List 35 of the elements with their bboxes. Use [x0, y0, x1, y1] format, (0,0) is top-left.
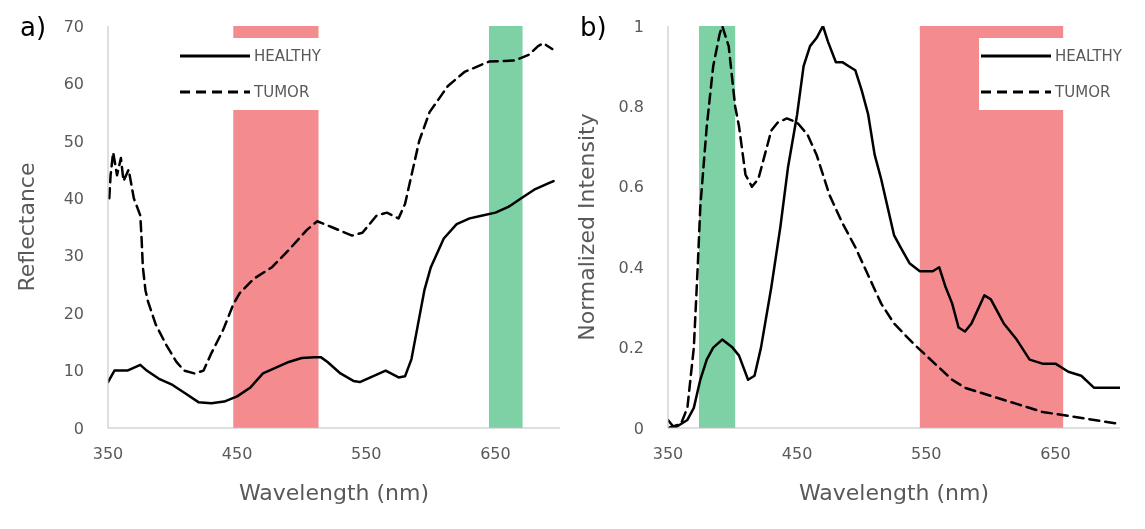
x-tick-label: 350 [92, 444, 124, 464]
y-tick-label: 0.6 [618, 177, 644, 197]
y-axis-title: Reflectance [13, 162, 39, 292]
line-series [668, 26, 1120, 428]
x-tick-label: 450 [781, 444, 813, 464]
x-axis-title: Wavelength (nm) [798, 480, 990, 505]
y-tick-label: 20 [63, 303, 84, 323]
y-tick-label: 0.2 [618, 338, 644, 358]
y-tick-label: 50 [63, 131, 84, 151]
x-tick-label: 650 [1040, 444, 1071, 464]
chart-title: a) [20, 12, 47, 42]
y-tick-label: 1 [633, 16, 644, 36]
y-tick-label: 10 [63, 361, 84, 381]
y-tick-label: 0 [73, 418, 84, 438]
x-tick-label: 550 [911, 444, 942, 464]
y-tick-label: 70 [63, 16, 84, 36]
legend-label: TUMOR [254, 83, 310, 101]
x-tick-label: 550 [351, 444, 382, 464]
y-tick-label: 0 [633, 418, 644, 438]
line-series [108, 179, 555, 405]
line-series [108, 41, 554, 375]
chart-title: b) [580, 12, 607, 42]
y-tick-label: 40 [63, 188, 84, 208]
legend-label: TUMOR [1055, 83, 1111, 101]
legend-label: HEALTHY [1055, 47, 1122, 65]
y-tick-label: 60 [63, 74, 84, 94]
y-tick-label: 0.4 [618, 257, 644, 277]
x-tick-label: 650 [480, 444, 511, 464]
y-tick-label: 0.8 [618, 97, 644, 117]
legend-label: HEALTHY [254, 47, 321, 65]
x-axis-title: Wavelength (nm) [238, 480, 430, 505]
y-tick-label: 30 [63, 246, 84, 266]
x-tick-label: 350 [652, 444, 684, 464]
x-tick-label: 450 [221, 444, 253, 464]
y-axis-title: Normalized Intensity [573, 113, 599, 341]
